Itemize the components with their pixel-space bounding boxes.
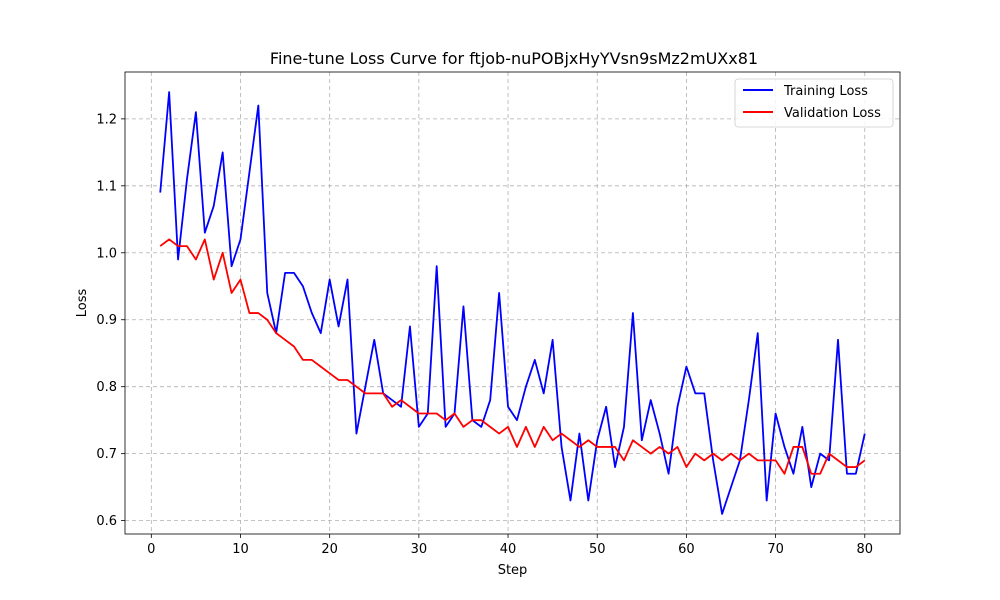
y-tick-label: 0.7 — [96, 447, 117, 462]
x-tick-label: 80 — [856, 542, 873, 557]
legend-label-validation: Validation Loss — [784, 106, 881, 121]
legend-frame — [734, 78, 894, 128]
x-tick-label: 60 — [678, 542, 695, 557]
x-tick-label: 0 — [147, 542, 155, 557]
x-tick-label: 40 — [500, 542, 517, 557]
x-tick-label: 10 — [232, 542, 249, 557]
legend: Training Loss Validation Loss — [734, 78, 894, 128]
y-axis-title: Loss — [75, 289, 90, 318]
x-axis: 0 10 20 30 40 50 60 70 80 — [147, 534, 873, 557]
x-tick-label: 20 — [321, 542, 338, 557]
legend-label-training: Training Loss — [783, 84, 868, 99]
series-group — [159, 91, 866, 515]
x-tick-label: 50 — [589, 542, 606, 557]
y-tick-label: 1.0 — [96, 246, 117, 261]
validation-loss-line — [159, 238, 866, 475]
x-tick-label: 70 — [767, 542, 784, 557]
grid — [125, 72, 900, 534]
chart-title: Fine-tune Loss Curve for ftjob-nuPOBjxHy… — [270, 49, 758, 68]
y-tick-label: 1.1 — [96, 179, 117, 194]
plot-area-frame — [124, 71, 901, 535]
x-axis-title: Step — [498, 563, 528, 578]
y-axis: 0.6 0.7 0.8 0.9 1.0 1.1 1.2 — [96, 112, 125, 529]
y-tick-label: 0.6 — [96, 514, 117, 529]
y-tick-label: 0.8 — [96, 380, 117, 395]
y-tick-label: 1.2 — [96, 112, 117, 127]
y-tick-label: 0.9 — [96, 313, 117, 328]
x-tick-label: 30 — [411, 542, 428, 557]
training-loss-line — [159, 91, 866, 515]
